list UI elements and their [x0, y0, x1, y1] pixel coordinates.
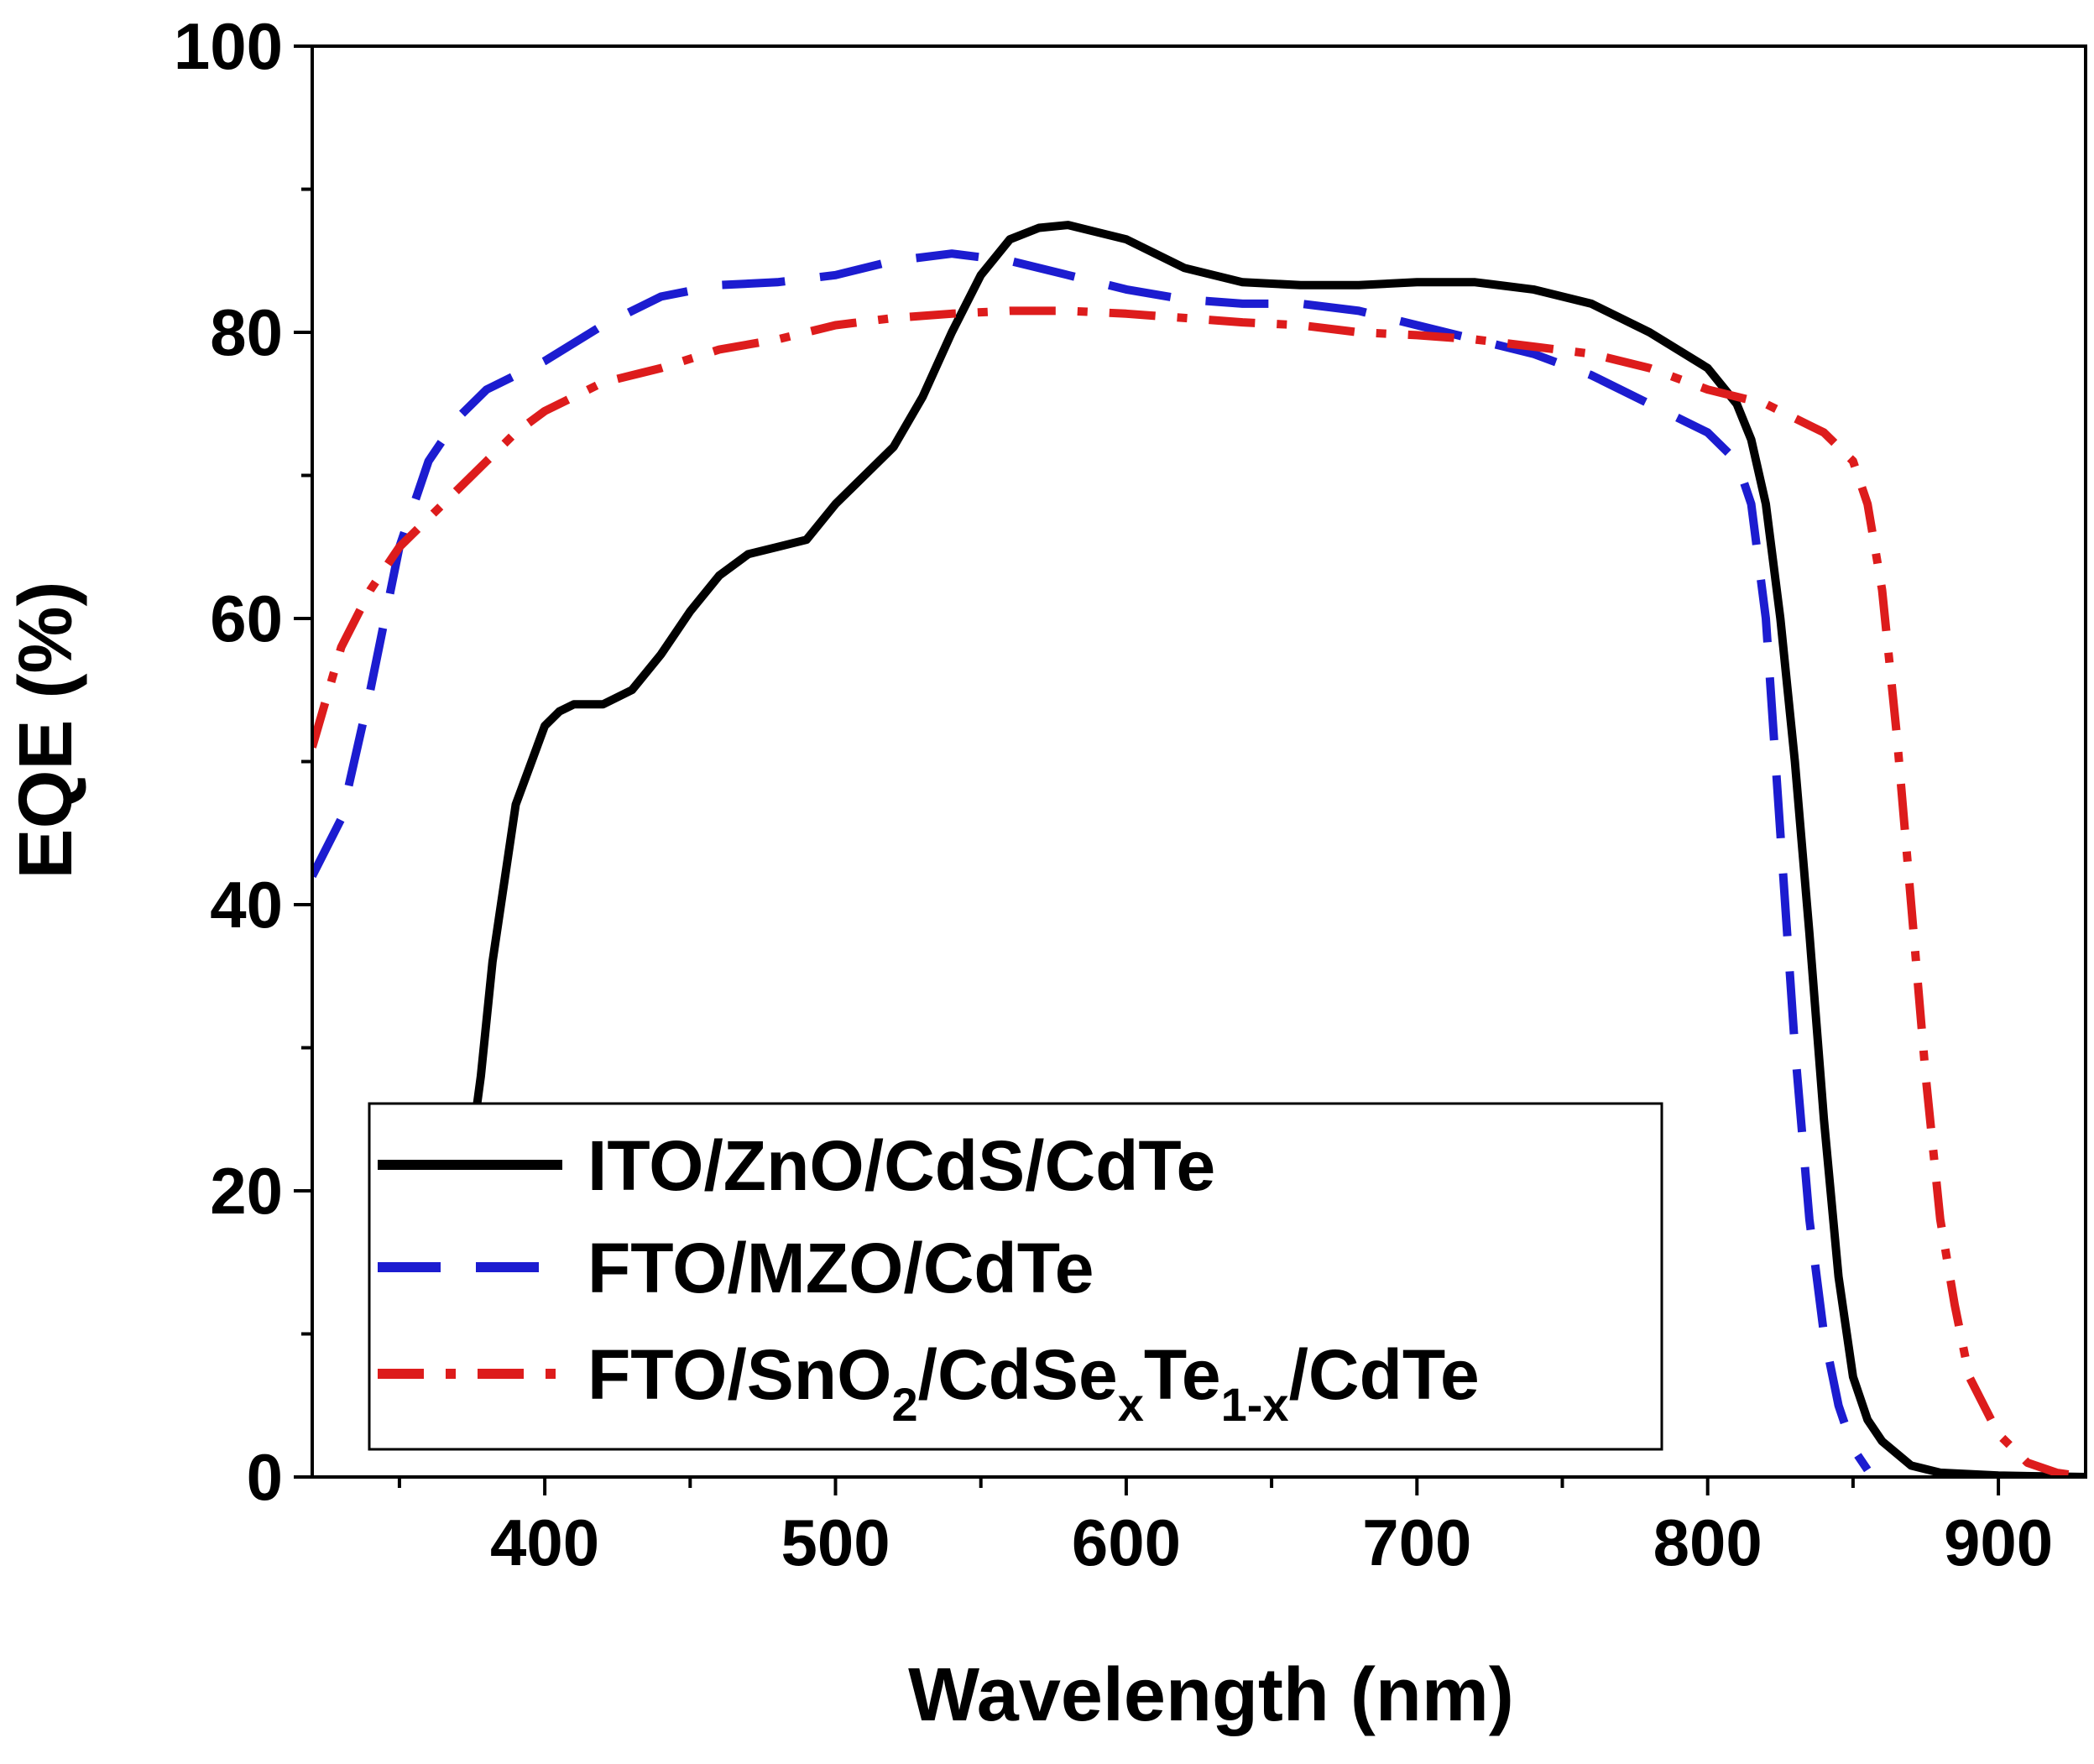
legend: ITO/ZnO/CdS/CdTe FTO/MZO/CdTe FTO/SnO2/C… [368, 1102, 1663, 1451]
y-axis-title: EQE (%) [4, 581, 88, 879]
x-tick-label: 800 [1653, 1506, 1762, 1579]
x-tick-label: 600 [1072, 1506, 1181, 1579]
series-line-1 [312, 249, 1872, 1473]
tick-labels: 400 500 600 700 800 900 0 20 40 60 80 100 [174, 9, 2053, 1579]
x-axis-title: Wavelength (nm) [908, 1653, 1514, 1737]
y-tick-label: 20 [210, 1154, 283, 1228]
series-line-0 [471, 221, 2086, 1477]
y-tick-label: 60 [210, 582, 283, 655]
x-tick-label: 500 [781, 1506, 890, 1579]
series-layer [312, 221, 2086, 1477]
y-tick-label: 80 [210, 295, 283, 369]
y-tick-label: 0 [247, 1440, 283, 1514]
series-line-2 [312, 306, 2086, 1477]
y-tick-label: 100 [174, 9, 283, 83]
legend-label-fto-sno2: FTO/SnO2/CdSexTe1-x/CdTe [587, 1335, 1480, 1431]
legend-box [368, 1102, 1663, 1451]
y-tick-label: 40 [210, 868, 283, 942]
legend-label-fto-mzo: FTO/MZO/CdTe [587, 1229, 1094, 1307]
plot-frame [311, 44, 2087, 1479]
axis-ticks [294, 44, 2001, 1495]
x-tick-label: 400 [490, 1506, 599, 1579]
x-tick-label: 700 [1362, 1506, 1471, 1579]
x-tick-label: 900 [1944, 1506, 2053, 1579]
legend-label-ito: ITO/ZnO/CdS/CdTe [587, 1126, 1215, 1205]
